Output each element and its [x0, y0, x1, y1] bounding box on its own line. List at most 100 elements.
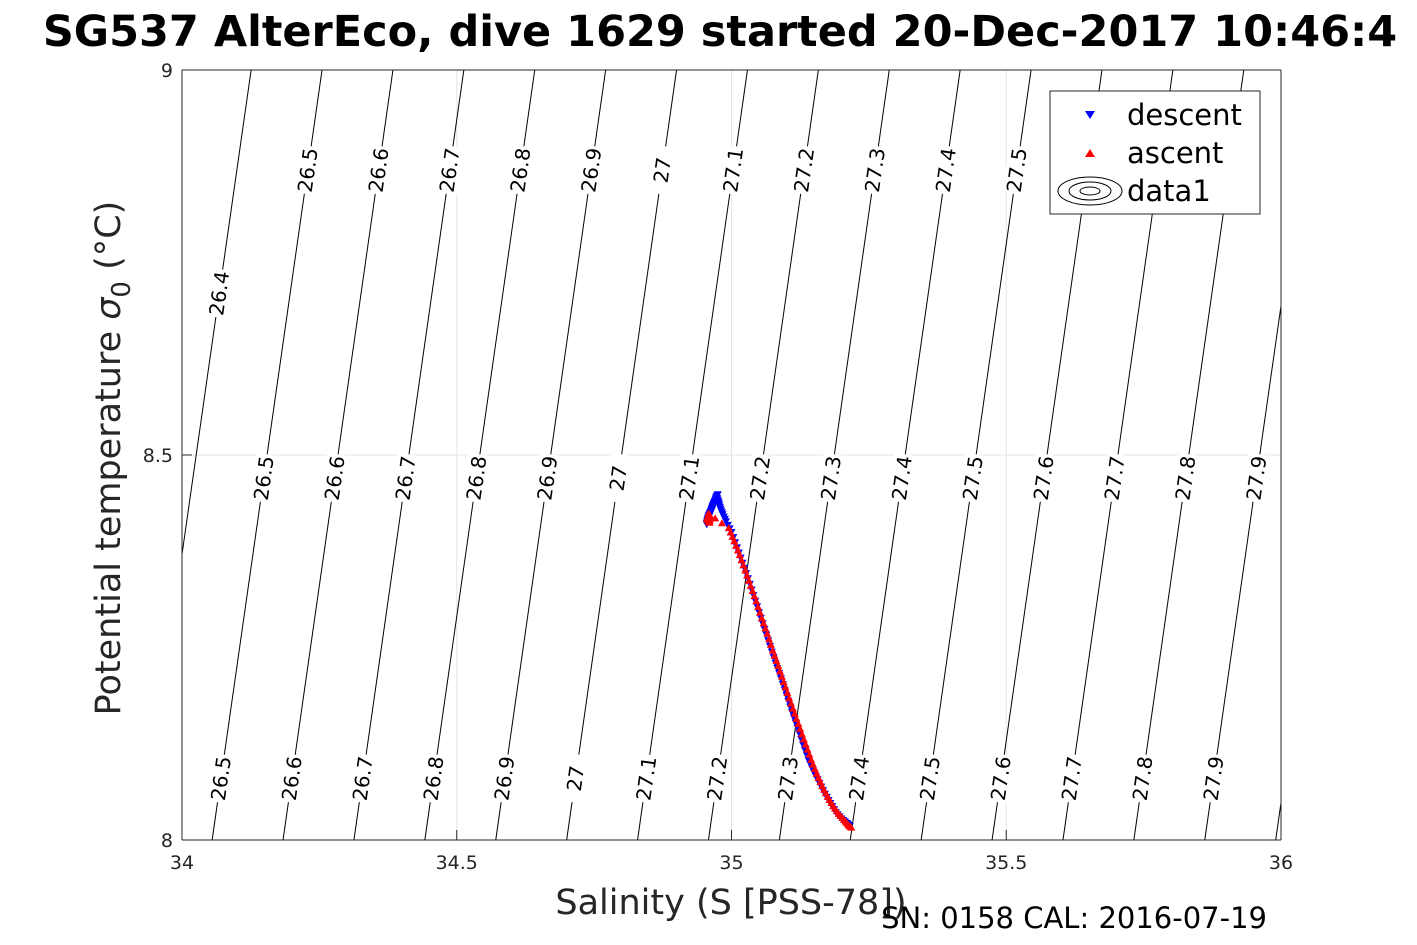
contour-label-background [887, 452, 917, 504]
ascent-point [741, 566, 750, 574]
ascent-point [744, 576, 753, 584]
contour-line-26.4 [182, 70, 252, 558]
ascent-point [838, 813, 847, 821]
contour-label-background [490, 753, 519, 804]
contour-label-background [506, 144, 535, 196]
ascent-point [781, 683, 790, 691]
contour-label-background [745, 452, 775, 504]
legend: descent ascent data1 [1049, 90, 1261, 215]
contour-label: 27 [562, 764, 589, 793]
contour-label-background [1242, 452, 1271, 504]
ascent-point [783, 688, 792, 696]
ascent-point [765, 635, 774, 643]
descent-point [715, 503, 724, 511]
legend-ascent-marker [1085, 149, 1095, 157]
contour-label-background [773, 753, 803, 804]
x-tick-label: 35 [719, 852, 743, 874]
legend-contour-icon [1057, 176, 1123, 206]
contour-label-background [206, 753, 236, 804]
contour-label-background [702, 753, 732, 804]
contour-label: 27 [649, 156, 676, 185]
contour-label-background [364, 144, 393, 196]
contour-label-background [320, 452, 349, 504]
ascent-point [832, 807, 841, 815]
x-axis-label: Salinity (S [PSS-78]) [555, 883, 906, 923]
contour-label-background [1199, 753, 1228, 804]
contour-label-background [958, 452, 988, 504]
contour-label-background [277, 753, 307, 804]
contour-label-background [1171, 452, 1200, 504]
contour-label-background [789, 144, 819, 196]
ascent-point [766, 640, 775, 648]
ascent-point [798, 730, 807, 738]
ascent-point [748, 587, 757, 595]
x-tick-labels: 34 34.5 35 35.5 36 [170, 830, 1293, 874]
legend-data1-label: data1 [1127, 174, 1211, 208]
legend-box [1049, 90, 1261, 215]
chart-title: SG537 AlterEco, dive 1629 started 20-Dec… [43, 7, 1397, 57]
ascent-series [702, 509, 856, 831]
ascent-point [803, 745, 812, 753]
ascent-point [752, 597, 761, 605]
y-axis-label-unit: (°C) [89, 201, 129, 281]
contour-label-background [844, 753, 874, 804]
ascent-point [733, 546, 742, 554]
legend-descent-label: descent [1127, 98, 1242, 132]
contour-label-background [674, 452, 704, 504]
ascent-point [810, 765, 819, 773]
ascent-point [754, 602, 763, 610]
contour-label-background [604, 452, 633, 504]
x-tick-label: 35.5 [985, 852, 1027, 874]
descent-point [723, 521, 732, 529]
x-tick-label: 34.5 [436, 852, 478, 874]
contour-label-background [860, 144, 890, 196]
contour-label-background [1100, 452, 1129, 504]
contour-label-background [1057, 753, 1087, 804]
ascent-point [799, 735, 808, 743]
ascent-point [755, 608, 764, 616]
y-tick-labels: 88.59 [143, 60, 192, 852]
ascent-point [705, 510, 714, 518]
contour-label-background [293, 144, 323, 196]
ascent-point [735, 551, 744, 559]
contour-label-background [249, 452, 279, 504]
serial-calibration-note: SN: 0158 CAL: 2016-07-19 [881, 901, 1267, 935]
contour-label: 27 [605, 464, 632, 493]
y-tick-label: 8 [161, 830, 173, 852]
ascent-point [768, 646, 777, 654]
contour-label-background [561, 753, 590, 804]
ascent-point [794, 719, 803, 727]
ascent-point [801, 740, 810, 748]
x-tick-label: 34 [170, 852, 194, 874]
contour-label-background [348, 753, 378, 804]
ascent-point [821, 789, 830, 797]
descent-point [714, 498, 723, 506]
contour-label-background [816, 452, 846, 504]
contour-label-background [986, 753, 1016, 804]
contour-label-background [533, 452, 562, 504]
ascent-point [761, 624, 770, 632]
contour-label-background [632, 753, 661, 804]
ascent-point [763, 629, 772, 637]
ascent-point [728, 532, 737, 540]
ascent-point [739, 561, 748, 569]
descent-point [717, 509, 726, 517]
ascent-point [737, 556, 746, 564]
y-axis-label-sigma: σ [89, 296, 129, 320]
contour-label-background [647, 144, 677, 196]
ascent-point [746, 581, 755, 589]
ascent-point [776, 667, 785, 675]
contour-label-background [435, 144, 464, 196]
y-axis-label: Potential temperature σ0 (°C) [89, 201, 137, 716]
ascent-point [750, 592, 759, 600]
ascent-point [846, 822, 855, 830]
ascent-point [827, 799, 836, 807]
ascent-point [788, 704, 797, 712]
ascent-point [785, 694, 794, 702]
y-axis-label-main: Potential temperature [89, 320, 129, 716]
y-axis-label-subscript: 0 [107, 281, 137, 298]
ascent-point [805, 750, 814, 758]
ascent-point [779, 678, 788, 686]
y-tick-label: 8.5 [143, 445, 173, 467]
